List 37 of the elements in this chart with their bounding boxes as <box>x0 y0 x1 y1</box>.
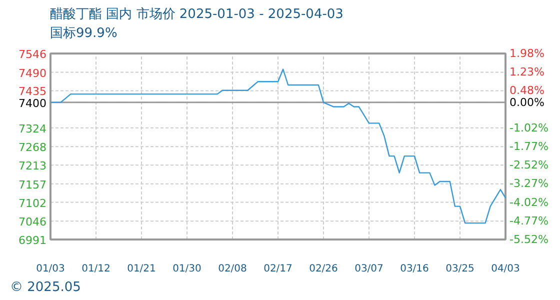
y-tick-label: 7102 <box>18 196 47 210</box>
y-tick-label: 7213 <box>18 160 47 173</box>
y2-tick-label: 1.98% <box>510 47 544 60</box>
y2-tick-label: 0.48% <box>510 84 544 98</box>
y2-tick-label: -4.02% <box>510 196 548 209</box>
text: © 2025.05 <box>10 279 81 298</box>
y-tick-label: 7546 <box>18 48 47 62</box>
line-series <box>50 68 506 224</box>
x-tick-label: 03/16 <box>400 264 429 275</box>
y2-tick-label: -3.27% <box>510 177 548 190</box>
y2-tick-label: -2.52% <box>510 158 548 172</box>
y-tick-label: 7490 <box>18 66 47 80</box>
y-tick-label: 7157 <box>18 178 47 192</box>
x-tick-label: 01/03 <box>36 264 65 275</box>
y2-tick-label: 0.00% <box>510 96 544 110</box>
chart-title: 醋酸丁酯 国内 市场价 2025-01-03 - 2025-04-03 <box>50 6 344 24</box>
y-tick-label: 6991 <box>18 234 47 248</box>
y2-tick-label: -4.77% <box>510 214 548 228</box>
y-tick-label: 7324 <box>18 122 47 136</box>
x-tick-label: 01/21 <box>127 264 156 275</box>
y2-tick-label: -1.77% <box>510 140 548 154</box>
x-tick-label: 04/03 <box>491 264 520 275</box>
x-tick-label: 03/07 <box>354 264 384 275</box>
y-tick-label: 7046 <box>18 216 47 229</box>
x-tick-label: 02/26 <box>309 264 338 275</box>
chart-subtitle: 国标99.9% <box>50 24 118 43</box>
x-tick-label: 02/17 <box>264 264 292 275</box>
y2-tick-label: -5.52% <box>510 233 548 246</box>
x-tick-label: 03/25 <box>446 264 474 275</box>
y-tick-label: 7400 <box>18 97 47 110</box>
y-tick-label: 7268 <box>18 141 47 154</box>
y2-tick-label: 1.23% <box>510 66 544 79</box>
x-tick-label: 01/30 <box>172 264 202 275</box>
y-tick-label: 7435 <box>18 85 47 98</box>
y2-tick-label: -1.02% <box>510 122 548 135</box>
x-tick-label: 02/08 <box>218 264 247 275</box>
x-tick-label: 01/12 <box>82 264 110 275</box>
